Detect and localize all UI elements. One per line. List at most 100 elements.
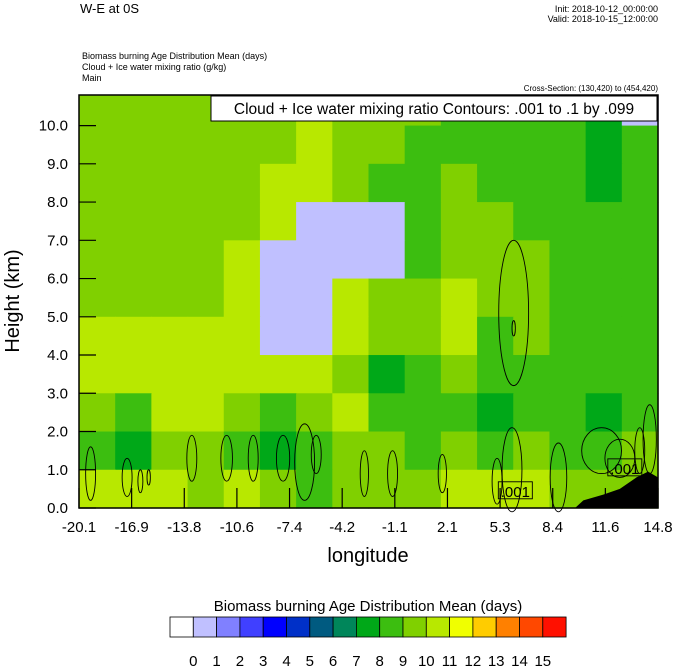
- contour-line: [247, 434, 259, 482]
- field-cell: [549, 316, 587, 356]
- field-cell: [513, 125, 551, 165]
- field-cell: [585, 316, 623, 356]
- field-cell: [223, 202, 261, 241]
- contour-line: [294, 423, 316, 501]
- colorbar-swatch: [542, 616, 567, 638]
- colorbar-swatch: [355, 616, 381, 638]
- contour-line: [437, 454, 447, 494]
- field-cell: [585, 431, 623, 471]
- contour-line: [85, 446, 97, 501]
- field-cell: [549, 469, 587, 509]
- field-cell: [549, 355, 587, 394]
- contour-line: [634, 427, 646, 475]
- field-cell: [368, 393, 406, 433]
- field-cell: [151, 316, 189, 356]
- field-cell: [477, 240, 514, 280]
- field-cell: [187, 431, 225, 471]
- field-cell: [477, 163, 514, 203]
- field-cell: [477, 431, 514, 471]
- field-cell: [585, 240, 623, 280]
- y-tick-label: 0.0: [47, 500, 68, 517]
- field-cell: [115, 95, 152, 127]
- field-cell: [259, 393, 297, 433]
- field-cell: [223, 240, 261, 280]
- colorbar-label: 4: [282, 653, 290, 667]
- field-cell: [549, 393, 587, 433]
- colorbar-swatch: [495, 616, 520, 638]
- colorbar-label: 12: [465, 653, 482, 667]
- field-cell: [187, 393, 225, 433]
- field-cell: [115, 240, 152, 280]
- colorbar-swatch: [309, 616, 334, 638]
- plot-frame: [78, 94, 659, 509]
- field-cell: [368, 240, 406, 280]
- field-cell: [477, 125, 514, 165]
- field-cell: [585, 278, 623, 318]
- field-cell: [621, 240, 659, 280]
- field-cell: [549, 163, 587, 203]
- colorbar-label: 9: [399, 653, 407, 667]
- y-tick-label: 6.0: [47, 271, 68, 288]
- field-cell: [621, 163, 659, 203]
- field-cell: [79, 393, 116, 433]
- field-cell: [513, 163, 551, 203]
- field-cell: [187, 240, 225, 280]
- field-cell: [115, 355, 152, 394]
- terrain-shape: [575, 471, 658, 508]
- contour-label-box: [497, 481, 533, 500]
- axis-ticks: -20.1 -16.9 -13.8 -10.6 -7.4 -4.2 -1.1 2.1 5.3 8.…: [39, 118, 673, 536]
- contour-line: [146, 469, 151, 486]
- field-cell: [440, 240, 478, 280]
- field-cell: [79, 163, 116, 203]
- field-cell: [187, 316, 225, 356]
- field-cell: [332, 469, 370, 509]
- colorbar-label: 1: [212, 653, 220, 667]
- x-tick-label: 14.8: [643, 519, 672, 536]
- field-cell: [259, 240, 297, 280]
- field-cell: [115, 469, 152, 509]
- y-tick-label: 8.0: [47, 194, 68, 211]
- field-cell: [187, 202, 225, 241]
- y-tick-label: 5.0: [47, 309, 68, 326]
- field-cell: [621, 355, 659, 394]
- contour-label: .001: [501, 484, 530, 501]
- field-cell: [404, 316, 442, 356]
- field-cell: [368, 278, 406, 318]
- field-cell: [79, 240, 116, 280]
- x-tick-label: 11.6: [591, 519, 619, 536]
- field-cell: [621, 278, 659, 318]
- field-cell: [477, 278, 514, 318]
- colorbar-swatch: [286, 616, 311, 638]
- contour-line: [186, 434, 198, 482]
- field-cell: [404, 469, 442, 509]
- x-tick-label: -4.2: [329, 519, 355, 536]
- colorbar-label: 3: [259, 653, 267, 667]
- colorbar-swatch: [519, 616, 544, 638]
- field-cell: [187, 125, 225, 165]
- x-tick-label: -20.1: [62, 519, 96, 536]
- field-cell: [440, 202, 478, 241]
- field-cell: [332, 163, 370, 203]
- field-cell: [440, 163, 478, 203]
- field-cell: [513, 316, 551, 356]
- contour-line: [642, 404, 657, 475]
- field-cell: [259, 469, 297, 509]
- field-cell: [79, 469, 116, 509]
- field-cell: [223, 393, 261, 433]
- field-cell: [477, 316, 514, 356]
- field-cell: [151, 355, 189, 394]
- field-cell: [259, 163, 297, 203]
- colorbar-label: 13: [488, 653, 505, 667]
- field-cell: [477, 355, 514, 394]
- y-tick-label: 2.0: [47, 424, 68, 441]
- field-cell: [79, 202, 116, 241]
- x-tick-label: 8.4: [542, 519, 563, 536]
- field-cell: [296, 469, 333, 509]
- colorbar-swatch: [472, 616, 497, 638]
- field-cell: [549, 278, 587, 318]
- field-cell: [621, 431, 659, 471]
- contour-line: [511, 320, 516, 337]
- x-tick-label: 2.1: [437, 519, 458, 536]
- field-cell: [549, 202, 587, 241]
